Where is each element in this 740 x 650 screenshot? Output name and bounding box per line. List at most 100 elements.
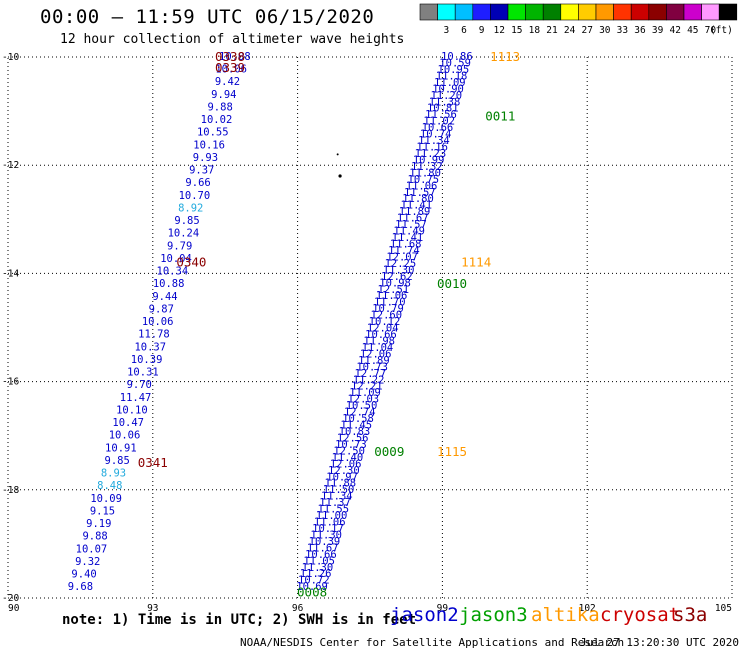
swh-value: 11.45 — [340, 420, 372, 432]
swh-value: 10.91 — [105, 442, 137, 454]
swh-value: 12.51 — [378, 284, 410, 296]
swh-value: 9.66 — [185, 177, 210, 189]
lat-tick-label: -16 — [2, 377, 19, 388]
swh-value: 10.12 — [369, 316, 401, 328]
legend-label: 45 — [687, 25, 698, 36]
swh-value: 11.37 — [319, 497, 351, 509]
swh-value: 11.57 — [404, 187, 436, 199]
swh-value: 9.32 — [75, 556, 100, 568]
swh-value: 10.73 — [356, 361, 388, 373]
island-mark — [336, 153, 339, 156]
swh-value: 11.30 — [310, 529, 342, 541]
swh-value: 11.09 — [434, 77, 466, 89]
color-legend: 3 6 9 12 15 18 21 24 27 30 33 36 39 42 45 70(ft) — [419, 3, 738, 36]
swh-value: 10.95 — [438, 64, 470, 76]
swh-value: 11.09 — [349, 387, 381, 399]
lat-tick-label: -20 — [2, 593, 19, 604]
pass-label: 0011 — [485, 109, 515, 124]
swh-value: 9.70 — [127, 379, 152, 391]
swh-value: 10.72 — [298, 575, 330, 587]
swh-value: 12.07 — [386, 251, 418, 263]
lat-tick-label: -12 — [2, 160, 19, 171]
swh-value: 11.80 — [402, 193, 434, 205]
swh-value: 11.18 — [436, 70, 468, 82]
swh-value: 10.07 — [76, 543, 108, 555]
swh-value: 9.88 — [207, 101, 232, 113]
swh-value: 10.09 — [90, 493, 122, 505]
swh-value: 10.34 — [157, 266, 189, 278]
page-title: 00:00 – 11:59 UTC 06/15/2020 — [40, 6, 375, 28]
swh-value: 8.48 — [97, 480, 122, 492]
swh-value: 10.73 — [335, 439, 367, 451]
swh-value: 11.04 — [362, 342, 394, 354]
swh-value: 11.67 — [397, 213, 429, 225]
swh-value: 9.93 — [193, 152, 218, 164]
swh-value: 11.16 — [416, 142, 448, 154]
swh-value: 11.67 — [307, 542, 339, 554]
swh-value: 10.31 — [127, 367, 159, 379]
legend-label: 33 — [617, 25, 628, 36]
lon-tick-label: 93 — [147, 603, 158, 614]
swh-value: 10.98 — [379, 277, 411, 289]
swh-value: 11.88 — [325, 478, 357, 490]
legend-unit: (ft) — [710, 25, 733, 36]
swh-value: 11.22 — [353, 374, 385, 386]
sat-label-jason3: jason3 — [459, 604, 528, 626]
legend-label: 42 — [669, 25, 680, 36]
sat-label-jason2: jason2 — [390, 604, 459, 626]
swh-value: 9.37 — [189, 165, 214, 177]
swh-value: 12.77 — [355, 368, 387, 380]
swh-value: 9.19 — [86, 518, 111, 530]
island-mark — [338, 174, 342, 178]
swh-value: 9.88 — [82, 531, 107, 543]
pass-label: 0341 — [138, 455, 168, 470]
swh-value: 9.87 — [149, 303, 174, 315]
swh-value: 10.24 — [168, 228, 200, 240]
lat-tick-label: -18 — [2, 485, 19, 496]
swh-value: 12.62 — [381, 271, 413, 283]
swh-value: 10.79 — [372, 303, 404, 315]
swh-value: 10.06 — [215, 64, 247, 76]
swh-value: 12.06 — [330, 458, 362, 470]
swh-value: 11.89 — [399, 206, 431, 218]
sat-label-s3a: s3a — [673, 604, 708, 626]
swh-value: 9.42 — [215, 76, 240, 88]
swh-value: 10.99 — [413, 154, 445, 166]
legend-label: 27 — [581, 25, 592, 36]
swh-value: 12.03 — [347, 394, 379, 406]
swh-value: 11.98 — [363, 335, 395, 347]
swh-value: 11.06 — [406, 180, 438, 192]
swh-value: 10.90 — [432, 83, 464, 95]
lon-tick-label: 99 — [437, 603, 449, 614]
swh-value: 9.40 — [71, 569, 96, 581]
swh-value: 11.89 — [358, 355, 390, 367]
pass-label: 0339 — [215, 60, 245, 75]
swh-value: 11.34 — [321, 491, 353, 503]
lon-tick-label: 102 — [579, 603, 596, 614]
swh-value: 10.81 — [427, 103, 459, 115]
lat-tick-label: -14 — [2, 268, 19, 279]
swh-value: 11.41 — [400, 200, 432, 212]
lon-tick-label: 90 — [8, 603, 20, 614]
swh-value: 10.47 — [112, 417, 144, 429]
generated-timestamp: Jul 27 13:20:30 UTC 2020 — [580, 636, 739, 649]
lon-tick-label: 96 — [292, 603, 304, 614]
swh-value: 11.40 — [332, 452, 364, 464]
legend-label: 15 — [511, 25, 522, 36]
pass-label: 0009 — [374, 444, 404, 459]
swh-value: 9.85 — [174, 215, 199, 227]
swh-value: 9.94 — [211, 89, 236, 101]
swh-value: 11.78 — [138, 329, 170, 341]
swh-value: 11.80 — [409, 167, 441, 179]
swh-value: 10.86 — [441, 51, 473, 63]
swh-value: 10.55 — [197, 127, 229, 139]
swh-value: 11.06 — [376, 290, 408, 302]
legend-label: 6 — [461, 25, 467, 36]
lon-tick-label: 105 — [715, 603, 732, 614]
swh-value: 11.26 — [300, 568, 332, 580]
swh-value: 10.83 — [339, 426, 371, 438]
swh-value: 10.58 — [342, 413, 374, 425]
swh-value: 10.74 — [420, 129, 452, 141]
pass-label: 1114 — [461, 255, 491, 270]
swh-value: 9.15 — [90, 505, 115, 517]
